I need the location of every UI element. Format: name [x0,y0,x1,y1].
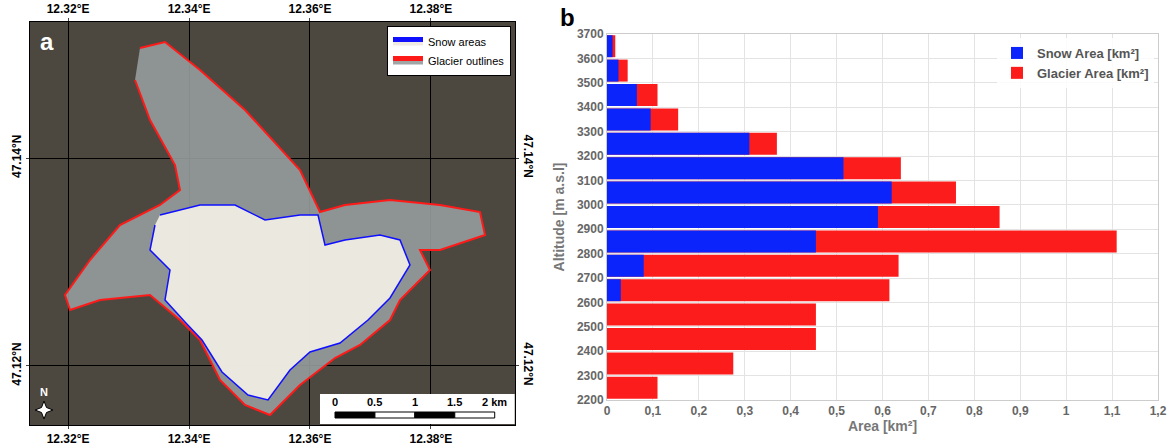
svg-text:12.32°E: 12.32°E [47,432,90,446]
svg-text:1: 1 [1063,404,1070,418]
svg-text:12.38°E: 12.38°E [410,432,453,446]
svg-text:2300: 2300 [577,369,604,383]
svg-text:47.14°N: 47.14°N [10,135,24,179]
svg-text:0: 0 [604,404,611,418]
svg-text:3400: 3400 [577,100,604,114]
svg-text:Glacier outlines: Glacier outlines [428,55,504,67]
svg-text:3300: 3300 [577,125,604,139]
svg-text:Area [km²]: Area [km²] [848,418,917,434]
svg-text:12.34°E: 12.34°E [168,432,211,446]
svg-text:N: N [40,386,48,398]
svg-text:0,2: 0,2 [690,404,707,418]
svg-text:0.5: 0.5 [367,396,382,408]
svg-text:12.32°E: 12.32°E [47,2,90,16]
svg-text:Glacier Area [km²]: Glacier Area [km²] [1037,66,1149,81]
svg-text:3100: 3100 [577,174,604,188]
svg-text:47.14°N: 47.14°N [521,135,535,179]
svg-text:2600: 2600 [577,296,604,310]
svg-text:2400: 2400 [577,344,604,358]
svg-text:0,8: 0,8 [966,404,983,418]
svg-text:0,9: 0,9 [1012,404,1029,418]
svg-text:1,2: 1,2 [1150,404,1167,418]
svg-text:1,1: 1,1 [1104,404,1121,418]
svg-text:3500: 3500 [577,76,604,90]
svg-text:Altitude [m a.s.l]: Altitude [m a.s.l] [551,163,567,272]
svg-text:0,6: 0,6 [874,404,891,418]
svg-text:12.36°E: 12.36°E [289,432,332,446]
svg-text:3600: 3600 [577,52,604,66]
svg-text:3200: 3200 [577,149,604,163]
svg-text:3000: 3000 [577,198,604,212]
svg-text:b: b [560,4,575,31]
svg-text:3700: 3700 [577,27,604,41]
svg-text:0: 0 [332,396,338,408]
svg-text:a: a [40,28,54,55]
svg-text:1.5: 1.5 [447,396,462,408]
svg-text:0,1: 0,1 [645,404,662,418]
svg-text:2900: 2900 [577,222,604,236]
svg-text:2500: 2500 [577,320,604,334]
svg-text:47.12°N: 47.12°N [521,342,535,386]
svg-text:2 km: 2 km [482,396,507,408]
svg-text:0,5: 0,5 [828,404,845,418]
svg-text:2700: 2700 [577,271,604,285]
svg-text:0,7: 0,7 [920,404,937,418]
svg-text:0,4: 0,4 [782,404,799,418]
svg-text:47.12°N: 47.12°N [10,342,24,386]
svg-text:1: 1 [412,396,418,408]
svg-text:Snow areas: Snow areas [428,36,487,48]
svg-text:12.34°E: 12.34°E [168,2,211,16]
svg-text:12.36°E: 12.36°E [289,2,332,16]
svg-text:0,3: 0,3 [736,404,753,418]
svg-text:2800: 2800 [577,247,604,261]
svg-text:12.38°E: 12.38°E [410,2,453,16]
svg-text:2200: 2200 [577,393,604,407]
svg-text:Snow Area [km²]: Snow Area [km²] [1037,46,1139,61]
